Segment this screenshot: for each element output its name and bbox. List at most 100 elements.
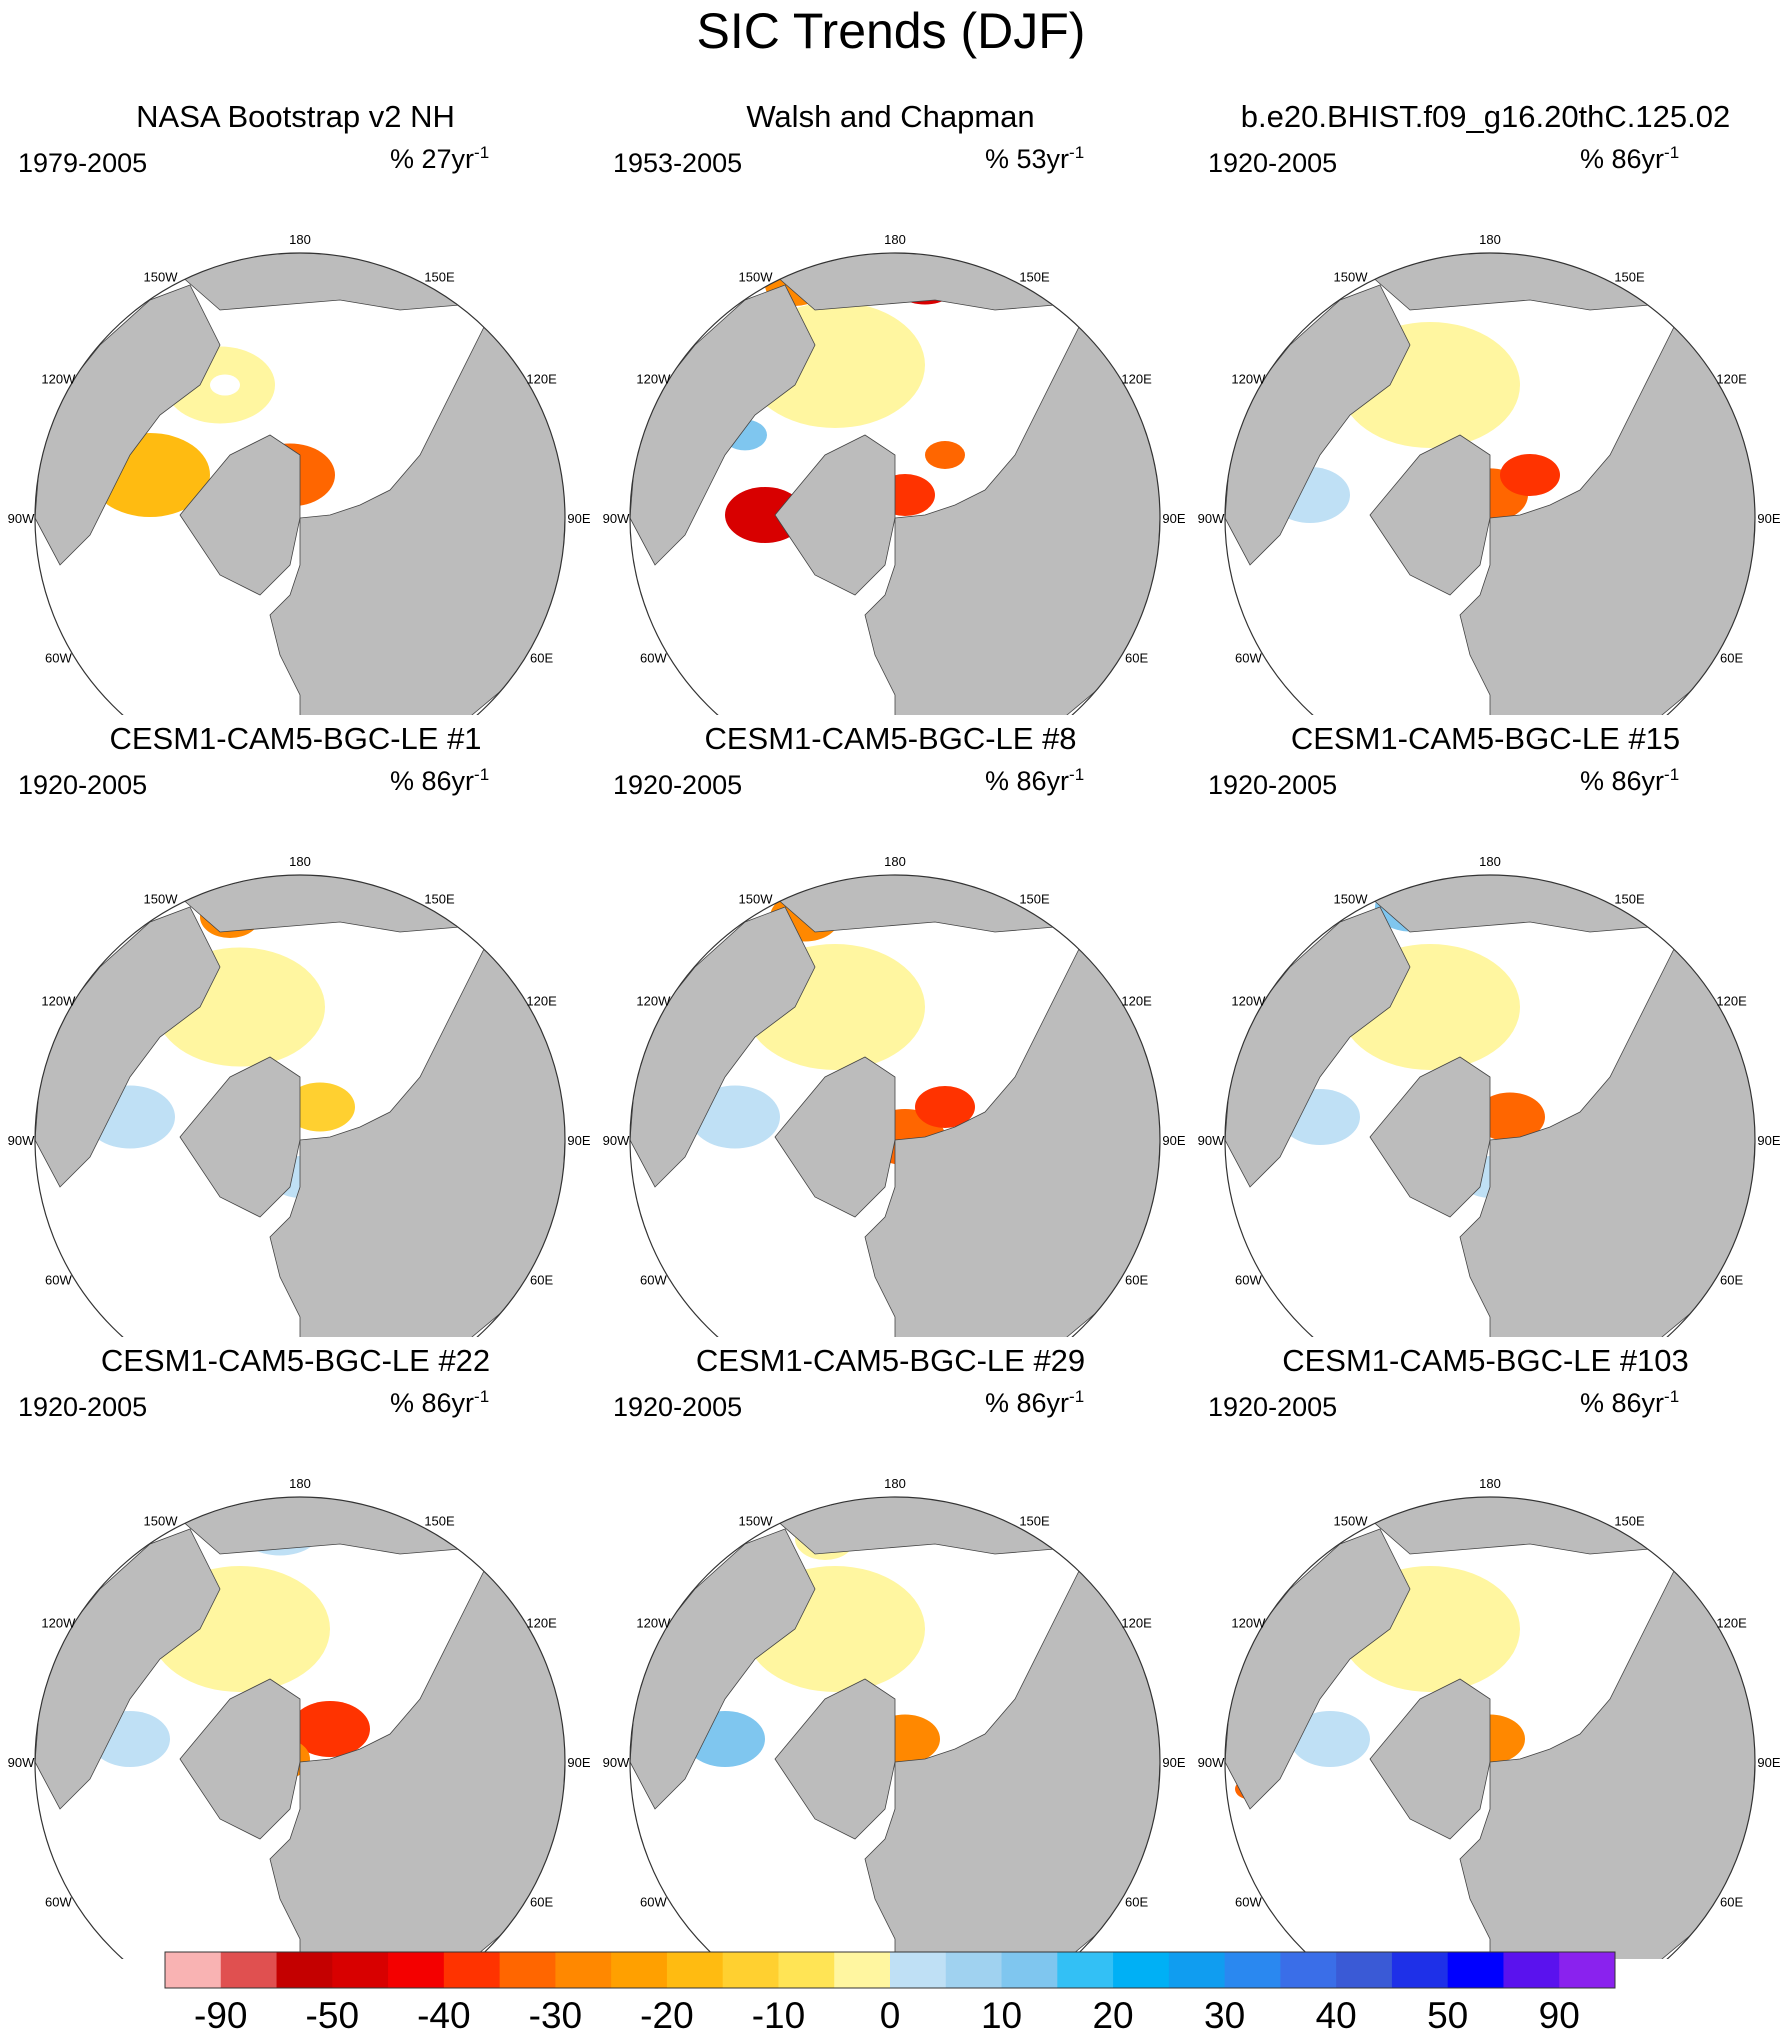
- polar-stereographic-map: 180150E120E90E60E30E030W60W90W120W150W: [1198, 854, 1781, 1337]
- land-mass: [1369, 1678, 1491, 1840]
- longitude-label: 60E: [1125, 1895, 1148, 1910]
- map-boundary: [34, 252, 566, 715]
- longitude-label: 150E: [1019, 891, 1050, 906]
- polar-stereographic-map: 180150E120E90E60E30E030W60W90W120W150W: [8, 1476, 591, 1959]
- longitude-label: 150W: [739, 1513, 774, 1528]
- anomaly-region: [925, 441, 965, 469]
- colorbar: [164, 1951, 1616, 1989]
- colorbar-label: 90: [1538, 1995, 1580, 2036]
- colorbar-swatch: [1559, 1952, 1616, 1988]
- map-panel: 180150E120E90E60E30E030W60W90W120W150WCE…: [0, 717, 591, 1337]
- longitude-label: 60E: [1125, 1273, 1148, 1288]
- longitude-label: 60W: [640, 651, 667, 666]
- panel-unit: % 86yr-1: [985, 1387, 1085, 1418]
- longitude-label: 180: [1479, 1476, 1501, 1491]
- longitude-label: 90W: [603, 1755, 630, 1770]
- colorbar-swatch: [722, 1952, 779, 1988]
- colorbar-swatch: [165, 1952, 222, 1988]
- longitude-label: 90E: [1757, 1133, 1780, 1148]
- longitude-label: 90W: [603, 511, 630, 526]
- longitude-label: 150E: [1614, 269, 1645, 284]
- land-mass: [1369, 1056, 1491, 1218]
- panel-period: 1920-2005: [1208, 148, 1338, 178]
- longitude-label: 180: [884, 232, 906, 247]
- colorbar-label: -90: [194, 1995, 248, 2036]
- longitude-label: 60E: [530, 651, 553, 666]
- colorbar-swatch: [332, 1952, 389, 1988]
- colorbar-swatch: [1447, 1952, 1504, 1988]
- colorbar-label: 50: [1427, 1995, 1469, 2036]
- longitude-label: 180: [884, 1476, 906, 1491]
- map-panel: 180150E120E90E60E30E030W60W90W120W150WCE…: [1190, 1339, 1781, 1959]
- colorbar-swatch: [1503, 1952, 1560, 1988]
- panel-title: CESM1-CAM5-BGC-LE #1: [109, 721, 482, 756]
- polar-stereographic-map: 180150E120E90E60E30E030W60W90W120W150W: [603, 1476, 1186, 1959]
- panel-unit: % 86yr-1: [1580, 765, 1680, 796]
- land-mass: [1369, 434, 1491, 596]
- colorbar-swatch: [388, 1952, 445, 1988]
- polar-stereographic-map: 180150E120E90E60E30E030W60W90W120W150W: [603, 232, 1186, 715]
- longitude-label: 60W: [1235, 1895, 1262, 1910]
- longitude-label: 120E: [1121, 1616, 1152, 1631]
- panel-unit: % 27yr-1: [390, 143, 490, 174]
- colorbar-swatch: [555, 1952, 612, 1988]
- panel-period: 1920-2005: [613, 770, 743, 800]
- colorbar-label: -10: [751, 1995, 806, 2036]
- land-mass: [774, 1056, 896, 1218]
- longitude-label: 120E: [1716, 994, 1747, 1009]
- longitude-label: 180: [289, 1476, 311, 1491]
- map-boundary: [34, 874, 566, 1337]
- colorbar-swatch: [220, 1952, 278, 1988]
- longitude-label: 150E: [424, 1513, 455, 1528]
- polar-stereographic-map: 180150E120E90E60E30E030W60W90W120W150W: [1198, 232, 1781, 715]
- polar-stereographic-map: 180150E120E90E60E30E030W60W90W120W150W: [8, 232, 591, 715]
- land-mass: [774, 1678, 896, 1840]
- polar-stereographic-map: 180150E120E90E60E30E030W60W90W120W150W: [8, 854, 591, 1337]
- longitude-label: 120W: [1231, 372, 1266, 387]
- colorbar-swatch: [890, 1952, 947, 1988]
- longitude-label: 90W: [8, 1755, 35, 1770]
- longitude-label: 90E: [567, 1133, 590, 1148]
- panel-title: NASA Bootstrap v2 NH: [136, 99, 455, 134]
- colorbar-swatch: [778, 1952, 835, 1988]
- longitude-label: 150E: [1614, 891, 1645, 906]
- longitude-label: 60W: [45, 1273, 72, 1288]
- panel-period: 1920-2005: [1208, 1392, 1338, 1422]
- longitude-label: 60W: [45, 1895, 72, 1910]
- colorbar-label: 40: [1315, 1995, 1357, 2036]
- longitude-label: 120W: [41, 994, 76, 1009]
- map-boundary: [629, 252, 1161, 715]
- colorbar-swatch: [945, 1952, 1003, 1988]
- longitude-label: 120W: [41, 372, 76, 387]
- longitude-label: 60E: [530, 1273, 553, 1288]
- longitude-label: 90W: [603, 1133, 630, 1148]
- longitude-label: 150W: [1334, 1513, 1369, 1528]
- longitude-label: 90E: [567, 1755, 590, 1770]
- map-panel: 180150E120E90E60E30E030W60W90W120W150WCE…: [595, 1339, 1186, 1959]
- colorbar-swatch: [1224, 1952, 1281, 1988]
- panel-unit: % 86yr-1: [1580, 143, 1680, 174]
- panel-period: 1979-2005: [18, 148, 148, 178]
- longitude-label: 90W: [1198, 511, 1225, 526]
- longitude-label: 150W: [739, 269, 774, 284]
- colorbar-label: 10: [980, 1995, 1023, 2036]
- longitude-label: 150E: [1019, 1513, 1050, 1528]
- longitude-label: 180: [884, 854, 906, 869]
- map-boundary: [1224, 1496, 1756, 1959]
- longitude-label: 90W: [8, 1133, 35, 1148]
- longitude-label: 180: [1479, 232, 1501, 247]
- map-boundary: [629, 1496, 1161, 1959]
- longitude-label: 150W: [144, 269, 179, 284]
- longitude-label: 120E: [1121, 372, 1152, 387]
- polar-stereographic-map: 180150E120E90E60E30E030W60W90W120W150W: [603, 854, 1186, 1337]
- colorbar-swatch: [1113, 1952, 1170, 1988]
- longitude-label: 120W: [41, 1616, 76, 1631]
- panel-period: 1920-2005: [1208, 770, 1338, 800]
- colorbar-swatch: [1001, 1952, 1058, 1988]
- longitude-label: 60W: [1235, 651, 1262, 666]
- colorbar-swatch: [1336, 1952, 1393, 1988]
- longitude-label: 60E: [530, 1895, 553, 1910]
- longitude-label: 120E: [526, 994, 557, 1009]
- panel-title: CESM1-CAM5-BGC-LE #29: [695, 1343, 1086, 1378]
- colorbar-swatch: [499, 1952, 556, 1988]
